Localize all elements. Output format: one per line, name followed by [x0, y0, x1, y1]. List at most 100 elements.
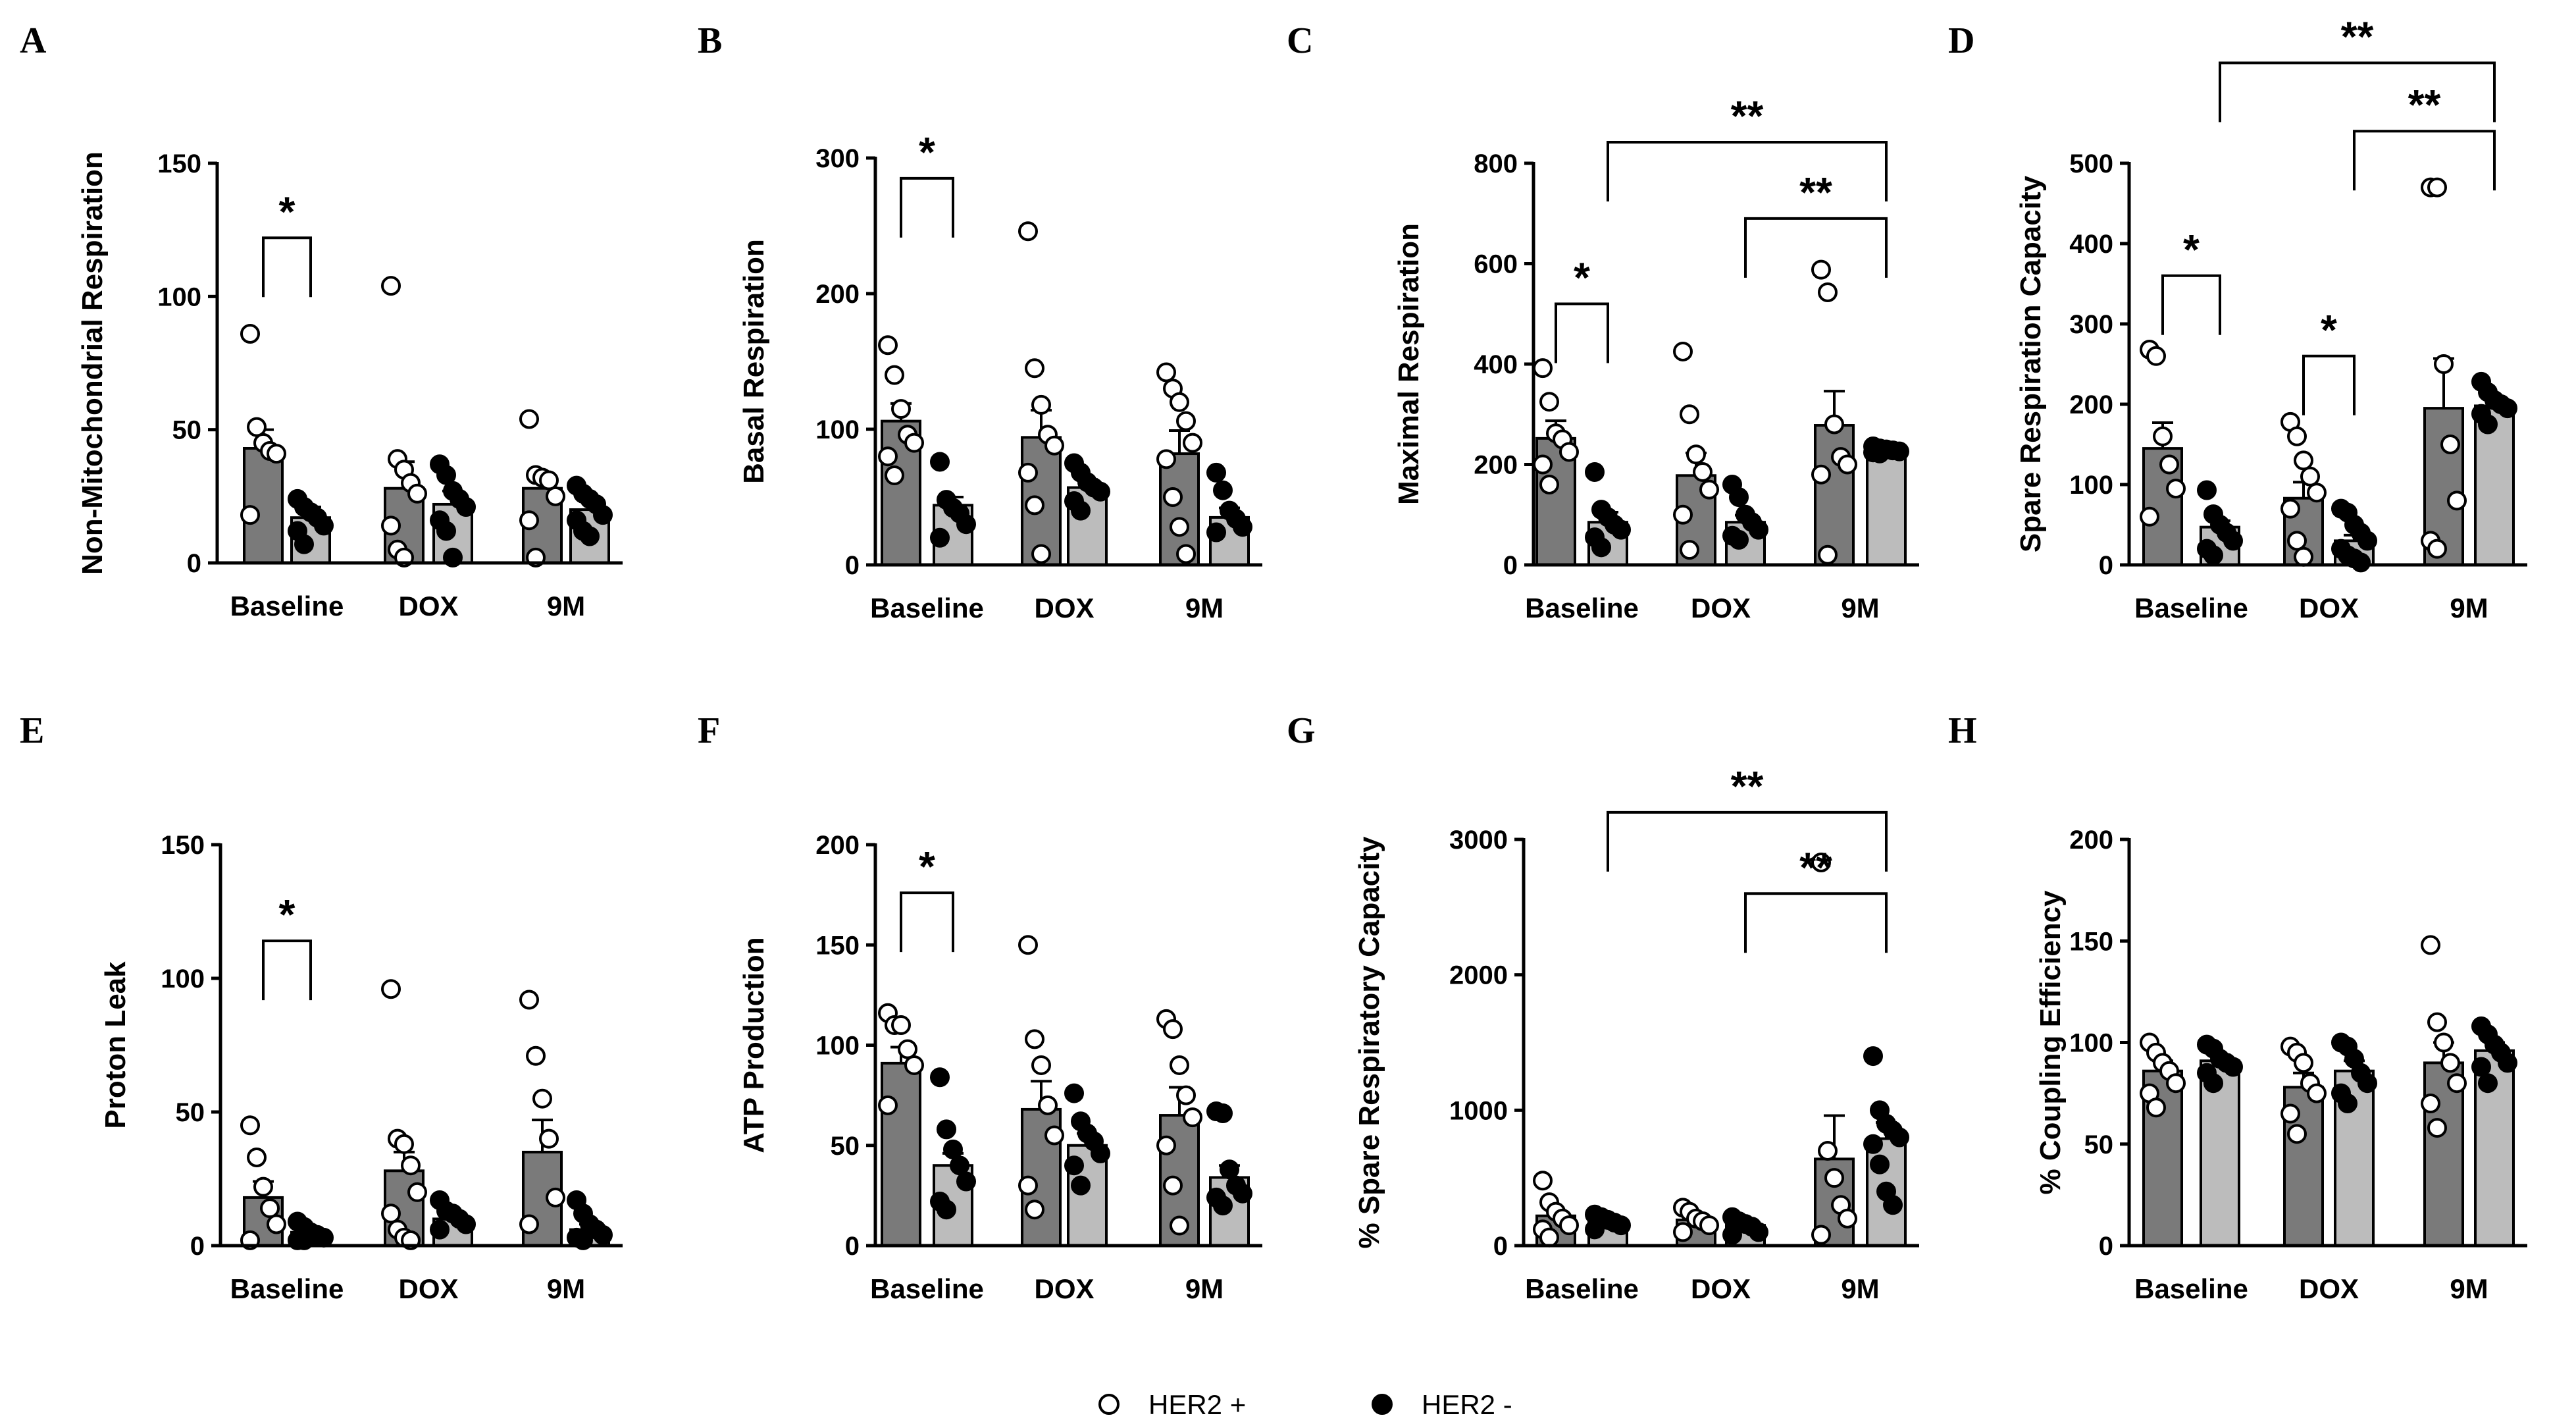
x-tick-label-9m: 9M — [1185, 593, 1224, 623]
data-point-her2-pos — [2421, 1094, 2440, 1114]
panel-letter-A: A — [20, 20, 47, 61]
data-point-her2-neg — [314, 516, 334, 536]
data-point-her2-pos — [1699, 479, 1719, 500]
data-point-her2-pos — [1673, 341, 1693, 361]
significance-bracket — [1607, 140, 1888, 201]
y-tick-label: 150 — [815, 931, 860, 960]
data-point-her2-neg — [436, 521, 456, 541]
data-point-her2-pos — [1183, 433, 1202, 453]
data-point-her2-pos — [1673, 1222, 1693, 1242]
y-axis-label: Spare Respiration Capacity — [2015, 175, 2047, 552]
y-tick-label: 2000 — [1449, 961, 1508, 990]
data-point-her2-pos — [2146, 346, 2166, 366]
significance-marker: ** — [1731, 762, 1764, 810]
data-point-her2-neg — [943, 1139, 963, 1159]
x-tick-label-dox: DOX — [2299, 1273, 2359, 1304]
data-point-her2-neg — [2478, 1073, 2498, 1094]
data-point-her2-neg — [1890, 441, 1909, 462]
data-point-her2-pos — [1156, 1135, 1176, 1155]
data-point-her2-neg — [1591, 537, 1611, 558]
data-point-her2-pos — [1176, 1085, 1196, 1105]
data-point-her2-neg — [2197, 480, 2217, 500]
data-point-her2-pos — [878, 446, 898, 467]
x-tick-label-9m: 9M — [547, 1273, 585, 1304]
data-point-her2-neg — [436, 465, 456, 485]
data-point-her2-pos — [1539, 392, 1559, 412]
data-point-her2-neg — [1870, 1154, 1890, 1175]
significance-bracket — [2353, 130, 2496, 191]
y-tick-label: 100 — [157, 282, 201, 311]
y-tick-label: 100 — [2069, 471, 2113, 500]
panel-D: D Spare Respiration Capacity 0 100 200 300 400… — [1948, 13, 2527, 623]
data-point-her2-neg — [930, 527, 950, 548]
data-point-her2-pos — [546, 486, 565, 506]
data-point-her2-pos — [2280, 498, 2300, 519]
y-tick-label: 0 — [187, 549, 201, 578]
significance-bracket — [900, 891, 954, 953]
x-tick-label-baseline: Baseline — [870, 593, 984, 623]
y-tick-label: 50 — [831, 1132, 860, 1161]
data-point-her2-pos — [394, 1134, 414, 1154]
data-point-her2-pos — [1170, 392, 1189, 412]
x-tick-label-baseline: Baseline — [2134, 593, 2248, 623]
data-point-her2-pos — [2153, 426, 2173, 446]
data-point-her2-pos — [1533, 1171, 1553, 1191]
y-tick-label: 100 — [815, 1032, 860, 1061]
y-tick-label: 200 — [1474, 451, 1518, 480]
y-tick-label: 0 — [2099, 1232, 2113, 1261]
x-tick-label-9m: 9M — [547, 591, 585, 621]
y-tick-label: 0 — [190, 1232, 205, 1261]
y-tick-label: 600 — [1474, 250, 1518, 279]
data-point-her2-neg — [2223, 531, 2243, 551]
data-point-her2-pos — [1163, 1175, 1183, 1196]
y-axis-label: Proton Leak — [99, 961, 132, 1129]
data-point-her2-pos — [407, 1182, 427, 1202]
data-point-her2-pos — [1811, 464, 1831, 485]
x-tick-label-baseline: Baseline — [870, 1273, 984, 1304]
panel-F: F ATP Production 0 50 100 150 200 Baseline DOX 9M… — [698, 710, 1262, 1304]
data-point-her2-pos — [546, 1187, 565, 1207]
y-tick-label: 200 — [2069, 390, 2113, 419]
panel-C: C Maximal Respiration 0 200 400 600 800 Baselin… — [1287, 20, 1919, 623]
x-tick-label-9m: 9M — [1185, 1273, 1224, 1304]
data-point-her2-pos — [1018, 462, 1038, 483]
data-point-her2-pos — [532, 1088, 552, 1109]
data-point-her2-pos — [2140, 506, 2159, 527]
legend: HER2 + HER2 - — [1098, 1389, 1512, 1420]
y-tick-label: 0 — [1493, 1232, 1508, 1261]
y-tick-label: 150 — [161, 831, 205, 860]
legend-marker-her2-neg — [1372, 1394, 1393, 1415]
y-tick-label: 1000 — [1449, 1096, 1508, 1125]
data-point-her2-neg — [1213, 480, 1233, 500]
data-point-her2-pos — [519, 409, 539, 429]
significance-bracket — [1744, 217, 1888, 278]
x-tick-label-baseline: Baseline — [1525, 593, 1639, 623]
data-point-her2-neg — [294, 534, 314, 554]
panel-letter-H: H — [1948, 710, 1977, 751]
data-point-her2-neg — [1213, 1196, 1233, 1216]
y-axis-label: ATP Production — [738, 937, 770, 1153]
y-tick-label: 50 — [176, 1098, 205, 1127]
data-point-her2-pos — [1025, 1029, 1044, 1049]
data-point-her2-neg — [1890, 1127, 1909, 1148]
data-point-her2-neg — [2223, 1057, 2243, 1077]
data-point-her2-neg — [2357, 1073, 2377, 1094]
bar-her2-neg-9m — [1866, 449, 1907, 567]
data-point-her2-neg — [1071, 500, 1091, 521]
y-tick-label: 200 — [815, 280, 860, 309]
data-point-her2-pos — [1163, 1019, 1183, 1040]
x-tick-label-baseline: Baseline — [2134, 1273, 2248, 1304]
y-tick-label: 0 — [845, 1232, 860, 1261]
data-point-her2-neg — [1585, 1219, 1605, 1240]
x-tick-label-dox: DOX — [1691, 1273, 1751, 1304]
y-tick-label: 0 — [2099, 551, 2113, 580]
significance-marker: * — [279, 891, 296, 938]
significance-marker: * — [279, 188, 296, 235]
data-point-her2-pos — [1044, 1125, 1064, 1146]
x-tick-label-dox: DOX — [398, 591, 458, 621]
x-tick-label-baseline: Baseline — [1525, 1273, 1639, 1304]
y-axis-label: % Spare Respiratory Capacity — [1353, 836, 1385, 1249]
data-point-her2-pos — [2294, 1053, 2313, 1073]
data-point-her2-pos — [2427, 1118, 2447, 1138]
data-point-her2-pos — [1811, 259, 1831, 280]
